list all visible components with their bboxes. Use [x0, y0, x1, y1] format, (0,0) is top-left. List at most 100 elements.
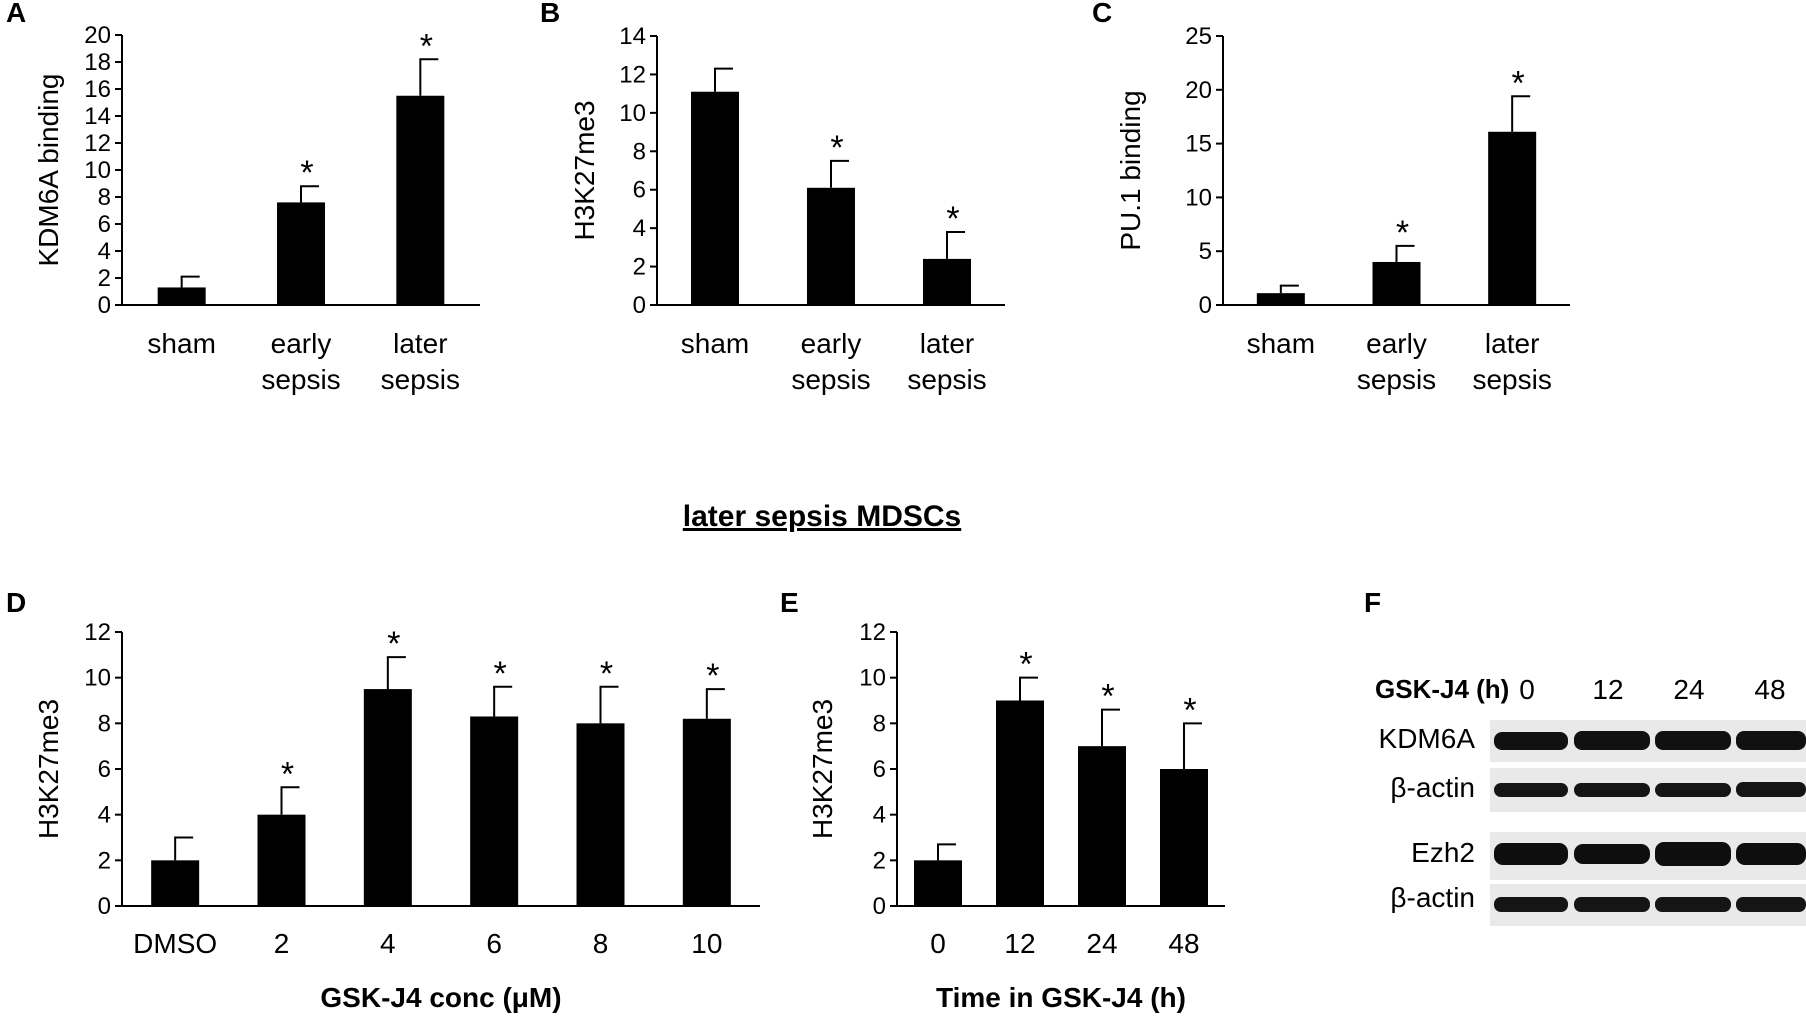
blot-band — [1655, 783, 1731, 797]
blot-row-label: β-actin — [1390, 882, 1475, 913]
panel-letter-c: C — [1092, 0, 1112, 28]
significance-star: * — [1183, 691, 1196, 729]
blot-band — [1494, 843, 1568, 865]
bar — [682, 718, 731, 906]
x-category-label: 4 — [380, 928, 396, 959]
blot-row-label: β-actin — [1390, 772, 1475, 803]
chart-panel-c: 0 5 10 15 20 25 PU.1 binding sham * early sepsis * l… — [1115, 23, 1570, 395]
bar — [151, 860, 200, 906]
y-tick-label: 8 — [873, 710, 886, 737]
y-tick-label: 14 — [619, 23, 646, 50]
x-category-label: 2 — [274, 928, 290, 959]
blot-lane-label: 12 — [1592, 674, 1623, 705]
x-category-label: 12 — [1004, 928, 1035, 959]
y-tick-label: 10 — [84, 157, 111, 184]
y-tick-label: 10 — [619, 100, 646, 127]
significance-star: * — [830, 129, 843, 167]
significance-star: * — [1396, 214, 1409, 252]
significance-star: * — [946, 200, 959, 238]
y-tick-label: 20 — [84, 22, 111, 49]
y-tick-label: 4 — [98, 802, 111, 829]
bar — [363, 689, 412, 906]
bar — [996, 700, 1044, 906]
panel-letter-e: E — [780, 587, 799, 618]
x-category-label: early sepsis — [791, 328, 870, 395]
bar — [1488, 131, 1537, 305]
y-tick-label: 15 — [1185, 131, 1212, 158]
bar — [576, 723, 625, 906]
blot-band — [1736, 782, 1806, 797]
y-tick-label: 2 — [98, 847, 111, 874]
blot-lane-label: 0 — [1519, 674, 1535, 705]
bar — [914, 860, 962, 906]
y-tick-label: 4 — [633, 215, 646, 242]
y-tick-label: 4 — [98, 238, 111, 265]
x-category-label: 10 — [691, 928, 722, 959]
y-tick-label: 12 — [84, 130, 111, 157]
y-axis-label: H3K27me3 — [33, 699, 64, 839]
y-tick-label: 16 — [84, 76, 111, 103]
y-tick-label: 6 — [873, 756, 886, 783]
blot-band — [1736, 731, 1806, 750]
western-blot-panel: GSK-J4 (h) 0 12 24 48 KDM6A β-actin Ezh2… — [1375, 674, 1806, 926]
significance-star: * — [1512, 64, 1525, 102]
y-tick-label: 10 — [859, 665, 886, 692]
y-tick-label: 4 — [873, 802, 886, 829]
blot-band — [1494, 783, 1568, 797]
significance-star: * — [1101, 678, 1114, 716]
x-axis-title: GSK-J4 conc (μM) — [320, 982, 561, 1013]
blot-band — [1655, 731, 1731, 750]
bar — [396, 95, 445, 305]
y-axis-label: KDM6A binding — [33, 73, 64, 266]
y-tick-label: 10 — [1185, 184, 1212, 211]
y-tick-label: 2 — [873, 847, 886, 874]
x-category-label: 48 — [1168, 928, 1199, 959]
x-category-label: later sepsis — [381, 328, 460, 395]
y-tick-label: 25 — [1185, 23, 1212, 50]
y-tick-label: 0 — [1199, 292, 1212, 319]
y-tick-label: 0 — [873, 893, 886, 920]
y-tick-label: 14 — [84, 103, 111, 130]
y-tick-label: 10 — [84, 665, 111, 692]
blot-band — [1574, 731, 1650, 750]
bar — [470, 716, 519, 906]
chart-panel-d: 0 2 4 6 8 10 12 H3K27me3 DMSO * 2 * 4 * 6 * 8 * 10 GSK-J4 c… — [33, 619, 760, 1013]
x-category-label: sham — [1247, 328, 1315, 359]
y-tick-label: 2 — [633, 254, 646, 281]
x-category-label: 6 — [486, 928, 502, 959]
x-category-label: 24 — [1086, 928, 1117, 959]
panel-letter-b: B — [540, 0, 560, 28]
bar — [1078, 746, 1126, 906]
y-tick-label: 6 — [98, 756, 111, 783]
y-axis-label: H3K27me3 — [807, 699, 838, 839]
y-tick-label: 6 — [633, 177, 646, 204]
significance-star: * — [1019, 646, 1032, 684]
blot-band — [1574, 897, 1650, 912]
blot-band — [1494, 732, 1568, 750]
y-tick-label: 6 — [98, 211, 111, 238]
x-category-label: DMSO — [133, 928, 217, 959]
blot-header: GSK-J4 (h) — [1375, 674, 1509, 704]
significance-star: * — [281, 755, 294, 793]
x-category-label: sham — [147, 328, 215, 359]
significance-star: * — [494, 655, 507, 693]
blot-band — [1574, 844, 1650, 864]
blot-band — [1736, 897, 1806, 912]
chart-panel-b: 0 2 4 6 8 10 12 14 H3K27me3 sham * early sepsis * late… — [569, 23, 1005, 395]
y-axis-label: H3K27me3 — [569, 100, 600, 240]
blot-band — [1736, 843, 1806, 865]
panel-letter-d: D — [6, 587, 26, 618]
blot-lane-label: 24 — [1673, 674, 1704, 705]
y-tick-label: 12 — [859, 619, 886, 646]
x-category-label: sham — [681, 328, 749, 359]
y-tick-label: 0 — [98, 893, 111, 920]
blot-band — [1494, 897, 1568, 912]
panel-letter-f: F — [1364, 587, 1381, 618]
x-category-label: early sepsis — [1357, 328, 1436, 395]
x-axis-title: Time in GSK-J4 (h) — [936, 982, 1186, 1013]
x-category-label: 0 — [930, 928, 946, 959]
y-tick-label: 2 — [98, 265, 111, 292]
